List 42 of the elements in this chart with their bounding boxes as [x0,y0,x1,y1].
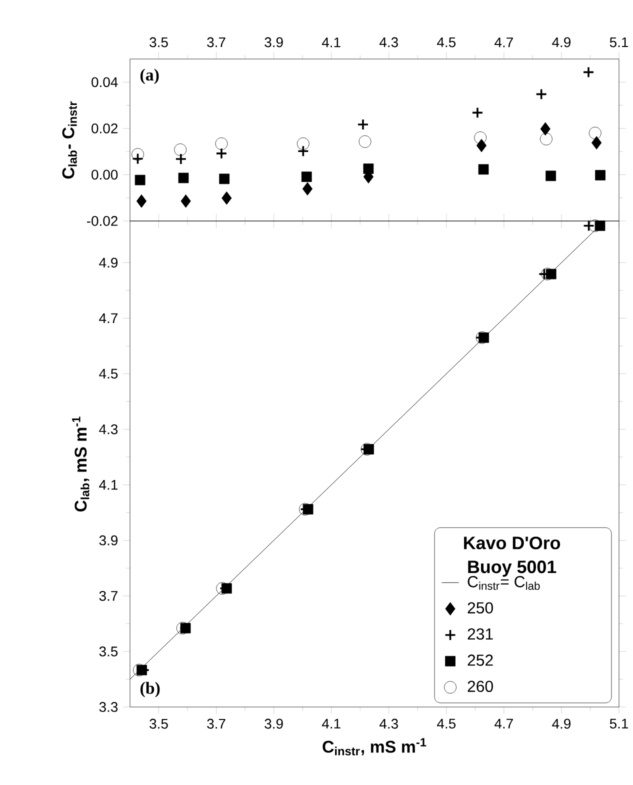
x-tick-label: 4.3 [379,37,398,48]
x-tick-label: 3.5 [149,37,168,48]
x-tick-label: 3.9 [264,718,283,729]
y-tick-label: 4.1 [98,480,118,490]
x-tick-label: 3.5 [149,718,168,729]
y-tick-label: 3.3 [99,702,118,712]
x-tick-label: 4.3 [379,718,398,729]
legend-title: Kavo D'Oro Buoy 5001 [464,536,560,577]
legend-label: 231 [468,628,493,640]
y-tick-label: 4.3 [98,424,118,434]
x-tick-label: 4.5 [436,37,456,48]
x-tick-label: 3.7 [206,37,226,48]
y-tick-label: 0.04 [91,77,118,88]
legend-label: 250 [468,602,493,614]
y-tick-label: 4.9 [98,258,118,268]
legend-label: 260 [468,680,493,692]
x-tick-label: 4.9 [552,37,570,48]
x-tick-label: 5.1 [610,718,628,729]
x-axis-title: C$_{instr}$, mS m$^{-1}$ [322,738,426,756]
y-tick-label: 3.9 [99,535,118,546]
x-tick-label: 4.5 [436,718,456,729]
annotation: (a) [140,68,159,84]
x-tick-label: 3.7 [206,718,226,729]
x-tick-label: 4.1 [322,718,340,728]
y-tick-label: 4.7 [98,313,118,323]
y-tick-label: 0.00 [91,170,118,180]
x-tick-label: 5.1 [610,37,628,48]
y-tick-label: 0.02 [91,123,118,134]
y-tick-label: 3.7 [99,590,118,601]
y-tick-label: 4.5 [98,368,118,379]
x-tick-label: 3.9 [264,37,283,48]
legend-label: 252 [468,654,493,666]
legend-label: C$_{instr}$= C$_{lab}$ [468,576,540,590]
annotation: (b) [140,682,160,698]
x-tick-label: 4.9 [552,718,570,729]
x-tick-label: 4.7 [494,718,513,728]
x-tick-label: 4.1 [322,38,340,48]
y-tick-label: 3.5 [99,646,118,656]
x-tick-label: 4.7 [494,38,513,48]
y-axis-title: C$_{lab}$- C$_{instr}$ [62,101,77,179]
y-axis-title: C$_{lab}$, mS m$^{-1}$ [72,416,90,512]
y-tick-label: -0.02 [86,216,118,226]
